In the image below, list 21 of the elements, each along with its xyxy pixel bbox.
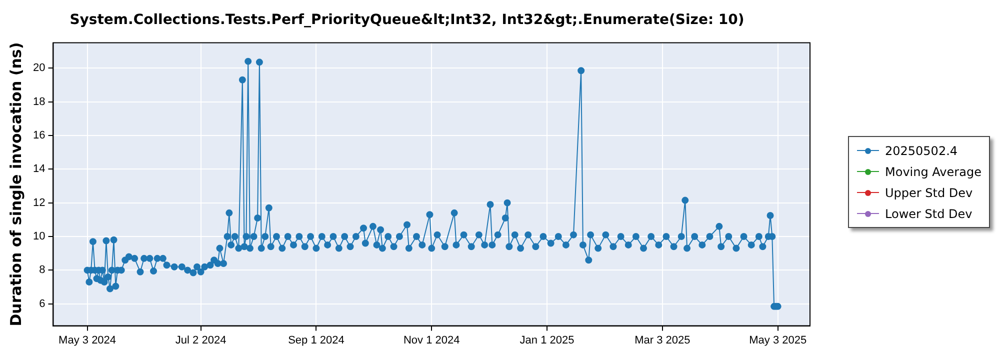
- x-tick-label: Jul 2 2024: [175, 334, 226, 346]
- legend-label: Moving Average: [885, 164, 982, 178]
- y-tick-label: 6: [39, 298, 46, 310]
- y-tick-label: 10: [32, 230, 46, 243]
- y-tick-label: 16: [32, 129, 46, 142]
- y-tick-label: 12: [32, 196, 46, 209]
- chart-title: System.Collections.Tests.Perf_PriorityQueue&lt;Int32, Int32&gt;.Enumerate(Size: 10): [70, 12, 744, 28]
- y-axis-title: Duration of single invocation (ns): [6, 42, 25, 326]
- legend-label: Lower Std Dev: [885, 206, 972, 220]
- x-tick-label: Mar 3 2025: [634, 334, 690, 346]
- y-tick-label: 8: [39, 264, 46, 276]
- x-tick-label: Jan 1 2025: [520, 334, 574, 346]
- y-tick-label: 20: [32, 62, 46, 74]
- legend-label: Upper Std Dev: [885, 186, 973, 200]
- x-tick-label: Sep 1 2024: [288, 334, 344, 346]
- legend-label: 20250502.4: [885, 144, 958, 158]
- x-tick-label: May 3 2024: [58, 334, 116, 346]
- y-tick-label: 14: [32, 163, 46, 176]
- y-tick-label: 18: [32, 96, 46, 108]
- x-tick-label: Nov 1 2024: [403, 334, 460, 346]
- x-tick-label: May 3 2025: [749, 334, 807, 346]
